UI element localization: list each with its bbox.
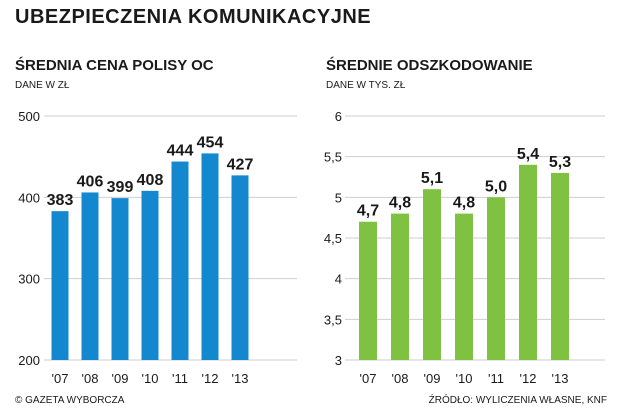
data-label: 5,0 (485, 178, 507, 195)
bar (423, 189, 441, 360)
main-title: UBEZPIECZENIA KOMUNIKACYJNE (15, 6, 372, 28)
y-tick-label: 200 (18, 353, 40, 368)
bar (51, 211, 69, 360)
y-tick-label: 3 (335, 353, 342, 368)
chart-subtitle-left: DANE W ZŁ (15, 80, 70, 91)
x-tick-label: '11 (488, 371, 504, 386)
x-tick-label: '09 (112, 371, 129, 386)
data-label: 427 (227, 156, 254, 173)
data-label: 408 (137, 172, 164, 189)
bar (171, 161, 189, 360)
x-tick-label: '08 (82, 371, 99, 386)
x-tick-label: '07 (360, 371, 377, 386)
y-tick-label: 500 (18, 109, 40, 124)
bar (231, 175, 249, 360)
bar (141, 190, 159, 360)
bar (201, 153, 219, 360)
y-tick-label: 400 (18, 190, 40, 205)
bar (519, 164, 537, 360)
x-tick-label: '13 (232, 371, 249, 386)
bar (111, 198, 129, 360)
x-tick-label: '08 (392, 371, 409, 386)
x-tick-label: '12 (520, 371, 537, 386)
data-label: 383 (47, 192, 74, 209)
bar (551, 172, 569, 360)
y-tick-label: 4 (335, 272, 342, 287)
chart-title-left: ŚREDNIA CENA POLISY OC (15, 57, 214, 74)
bar (81, 192, 99, 360)
data-label: 5,3 (549, 154, 571, 171)
data-label: 454 (197, 134, 224, 151)
x-tick-label: '07 (52, 371, 69, 386)
footer-credit: © GAZETA WYBORCZA (15, 395, 125, 406)
footer-source: ŹRÓDŁO: WYLICZENIA WŁASNE, KNF (428, 395, 607, 406)
data-label: 4,8 (453, 195, 475, 212)
chart-title-right: ŚREDNIE ODSZKODOWANIE (326, 57, 533, 74)
data-label: 444 (167, 143, 194, 160)
data-label: 5,4 (517, 146, 539, 163)
y-tick-label: 300 (18, 272, 40, 287)
data-label: 4,8 (389, 195, 411, 212)
y-tick-label: 5 (335, 190, 342, 205)
x-tick-label: '10 (142, 371, 159, 386)
y-tick-label: 5,5 (324, 150, 342, 165)
data-label: 5,1 (421, 170, 443, 187)
chart-subtitle-right: DANE W TYS. ZŁ (326, 80, 406, 91)
x-tick-label: '13 (552, 371, 569, 386)
x-tick-label: '11 (172, 371, 188, 386)
bar-chart-left: 200 300 400 500 383 '07 406 '08 399 '09 408 '10 444 '… (18, 109, 297, 386)
bar (359, 221, 377, 360)
data-label: 4,7 (357, 203, 379, 220)
x-tick-label: '09 (424, 371, 441, 386)
y-tick-label: 6 (335, 109, 342, 124)
bar (455, 213, 473, 360)
data-label: 399 (107, 179, 134, 196)
y-tick-label: 3,5 (324, 312, 342, 327)
bar (391, 213, 409, 360)
x-tick-label: '10 (456, 371, 473, 386)
x-tick-label: '12 (202, 371, 219, 386)
data-label: 406 (77, 173, 104, 190)
bar (487, 197, 505, 360)
y-tick-label: 4,5 (324, 231, 342, 246)
